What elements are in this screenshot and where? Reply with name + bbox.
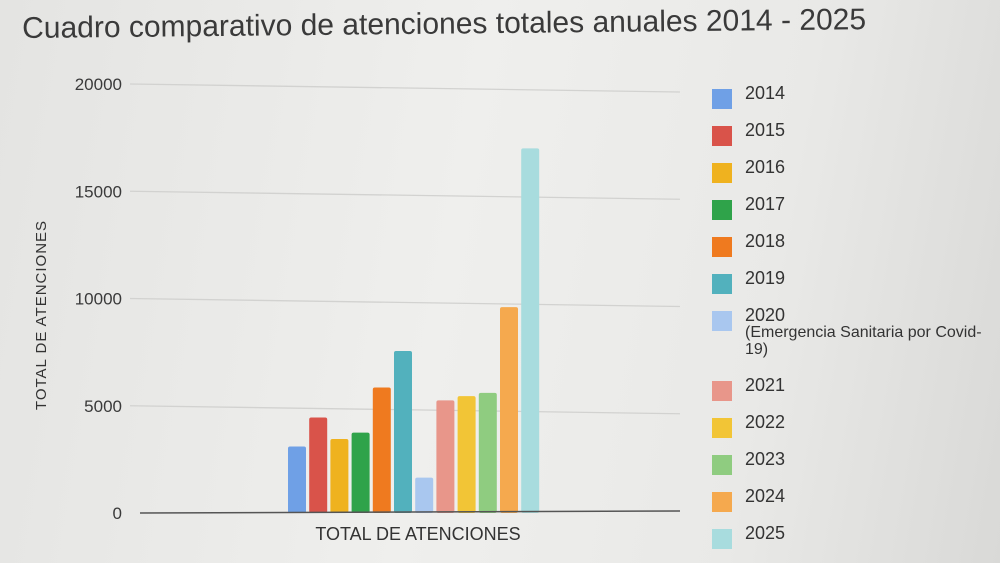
bar-2021: [436, 400, 455, 513]
legend-swatch: [712, 237, 732, 257]
gridline: [129, 190, 681, 200]
legend-item-2023: 2023: [712, 450, 992, 487]
legend-item-2016: 2016: [712, 158, 992, 195]
bar-2014: [288, 446, 306, 513]
legend-item-2019: 2019: [712, 269, 992, 306]
gridline: [129, 83, 681, 93]
legend-item-2018: 2018: [712, 232, 992, 269]
legend-swatch: [712, 200, 732, 220]
legend-swatch: [712, 89, 732, 109]
legend-item-2020: 2020 (Emergencia Sanitaria por Covid-19): [712, 306, 992, 376]
bar-2018: [372, 387, 391, 513]
legend-note: (Emergencia Sanitaria por Covid-19): [745, 324, 982, 358]
gridline: [129, 297, 681, 308]
legend-label: 2019: [745, 268, 786, 288]
legend-swatch: [712, 529, 732, 549]
legend-item-2017: 2017: [712, 195, 992, 232]
legend-label: 2015: [745, 120, 786, 140]
legend-item-2015: 2015: [712, 121, 992, 158]
legend-item-2024: 2024: [712, 487, 992, 524]
legend-label: 2016: [745, 157, 786, 177]
x-axis-line: [139, 510, 681, 514]
legend-swatch: [712, 311, 732, 331]
x-axis-label: TOTAL DE ATENCIONES: [315, 524, 520, 544]
bar-2016: [330, 438, 349, 513]
bar-2022: [457, 396, 476, 513]
legend: 2014 2015 2016 2017 2018 2019 2020 (Emergencia …: [712, 84, 992, 561]
legend-label: 2024: [745, 486, 786, 506]
legend-label: 2022: [745, 412, 786, 432]
legend-item-2021: 2021: [712, 376, 992, 413]
y-tick-label: 10000: [75, 290, 122, 309]
legend-item-2014: 2014: [712, 84, 992, 121]
bar-2023: [478, 392, 497, 513]
legend-item-2022: 2022: [712, 413, 992, 450]
bar-2019: [394, 351, 412, 513]
bar-2015: [309, 417, 328, 513]
bar-2024: [500, 307, 518, 513]
legend-label: 2017: [745, 194, 786, 214]
legend-label: 2014: [745, 83, 786, 103]
legend-swatch: [712, 455, 732, 475]
y-tick-label: 0: [113, 504, 122, 523]
legend-swatch: [712, 381, 732, 401]
bar-2020: [415, 477, 434, 513]
legend-swatch: [712, 492, 732, 512]
legend-label: 2025: [745, 523, 786, 543]
y-tick-label: 15000: [75, 182, 122, 201]
legend-swatch: [712, 418, 732, 438]
y-tick-label: 20000: [75, 75, 122, 94]
legend-swatch: [712, 126, 732, 146]
legend-label: 2023: [745, 449, 786, 469]
bars: [288, 148, 540, 513]
legend-swatch: [712, 274, 732, 294]
bar-2025: [521, 148, 540, 513]
legend-label: 2021: [745, 375, 786, 395]
legend-swatch: [712, 163, 732, 183]
y-axis-label: TOTAL DE ATENCIONES: [33, 220, 50, 410]
legend-label: 2020 (Emergencia Sanitaria por Covid-19): [745, 306, 992, 358]
legend-label: 2018: [745, 231, 786, 251]
legend-item-2025: 2025: [712, 524, 992, 561]
y-tick-label: 5000: [84, 397, 122, 416]
y-axis-tick-labels: 0 5000 10000 15000 20000: [75, 75, 122, 523]
bar-2017: [351, 432, 370, 513]
